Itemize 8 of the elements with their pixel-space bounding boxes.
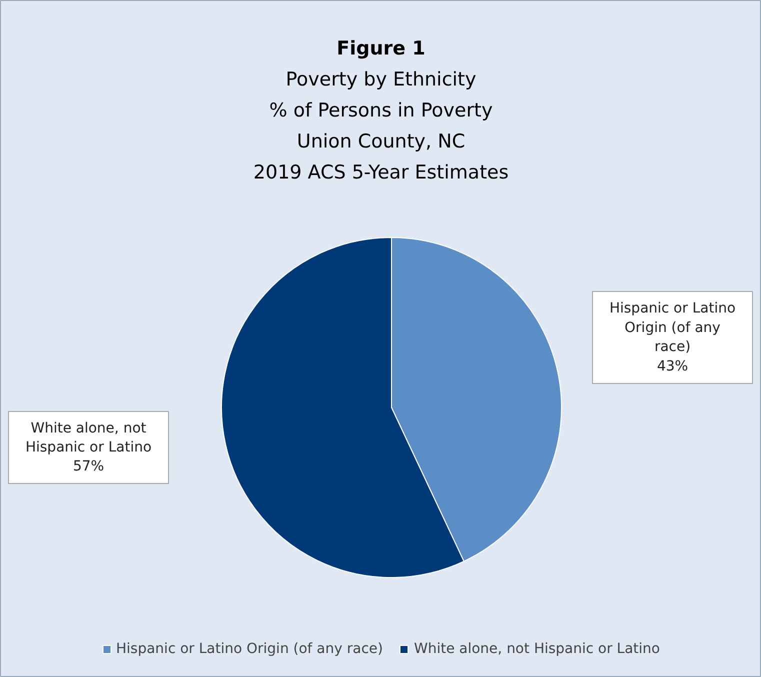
chart-title: Figure 1 xyxy=(336,38,426,60)
slice-label: Hispanic or Latino Origin (of any race) xyxy=(609,300,736,356)
legend-label: Hispanic or Latino Origin (of any race) xyxy=(116,641,383,657)
data-label: 43% xyxy=(656,358,688,374)
data-label: 57% xyxy=(72,458,104,475)
slice-label: White alone, not Hispanic or Latino xyxy=(25,420,152,456)
legend-label: White alone, not Hispanic or Latino xyxy=(414,641,660,657)
chart-subtitle: Poverty by Ethnicity % of Persons in Poverty Union County, NC 2019 ACS 5-Year Estimates xyxy=(253,68,509,184)
